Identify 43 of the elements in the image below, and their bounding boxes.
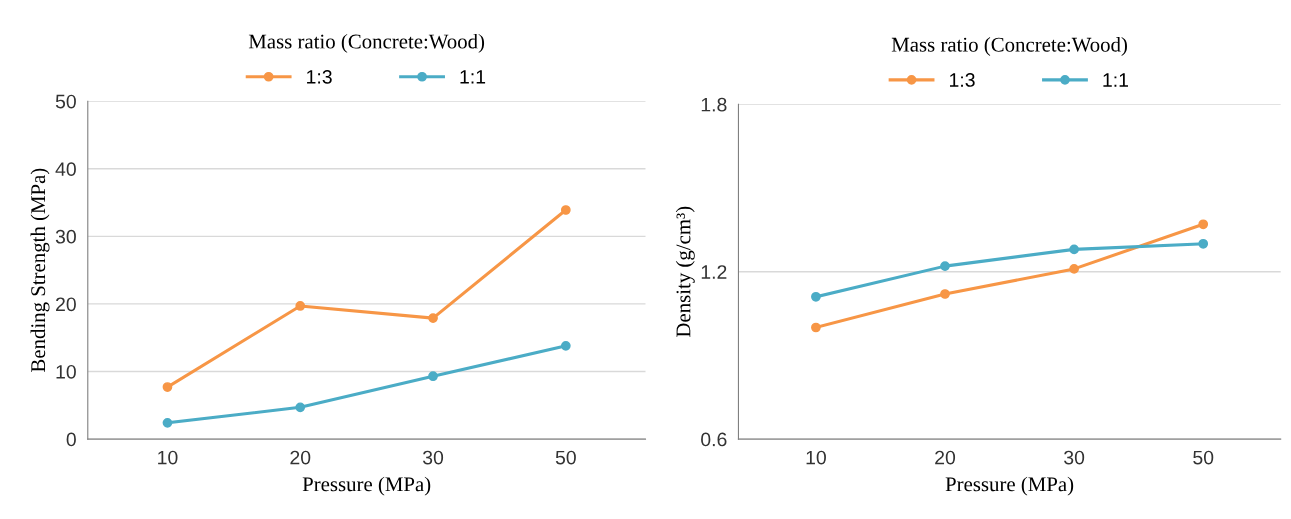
point [428, 313, 438, 323]
x-tick-label: 50 [555, 450, 576, 465]
point [295, 402, 306, 413]
y-tick-label: 10 [56, 364, 76, 379]
x-tick-label: 30 [1064, 450, 1085, 465]
y-tick-label: 0 [66, 432, 76, 447]
point [428, 371, 438, 382]
x-tick-label: 20 [935, 450, 956, 465]
point [162, 417, 173, 428]
y-tick-label: 20 [56, 297, 76, 312]
y-tick-label: 30 [55, 229, 76, 244]
y-axis-title: Density (g/cm³) [675, 206, 695, 337]
x-tick-label: 30 [422, 450, 444, 465]
point [811, 291, 821, 302]
point [560, 205, 571, 215]
y-axis-title: Bending Strength (MPa) [30, 168, 50, 372]
point [162, 382, 173, 392]
y-tick-label: 0.6 [701, 432, 727, 447]
point [1198, 238, 1209, 249]
point [1069, 264, 1079, 274]
point [295, 301, 306, 311]
legend-title: Mass ratio (Concrete:Wood) [248, 33, 485, 53]
x-tick-label: 10 [806, 450, 826, 465]
y-tick-label: 1.2 [701, 265, 727, 279]
x-tick-label: 10 [158, 450, 178, 465]
legend-title: Mass ratio (Concrete:Wood) [891, 37, 1127, 56]
legend-label: 1:3 [949, 73, 975, 87]
x-axis-title: Pressure (MPa) [302, 476, 431, 496]
point [560, 340, 571, 351]
x-tick-label: 50 [1193, 450, 1214, 465]
y-tick-label: 40 [55, 162, 76, 177]
point [811, 322, 821, 333]
y-tick-label: 50 [55, 94, 76, 109]
legend-label: 1:3 [307, 69, 332, 84]
x-axis-title: Pressure (MPa) [945, 476, 1074, 496]
point [1198, 219, 1209, 230]
x-tick-label: 20 [290, 450, 311, 465]
legend-label: 1:1 [1103, 73, 1128, 87]
point [940, 289, 950, 299]
legend-label: 1:1 [460, 70, 486, 84]
point [1069, 244, 1079, 255]
y-tick-label: 1.8 [701, 97, 727, 112]
point [940, 261, 950, 271]
